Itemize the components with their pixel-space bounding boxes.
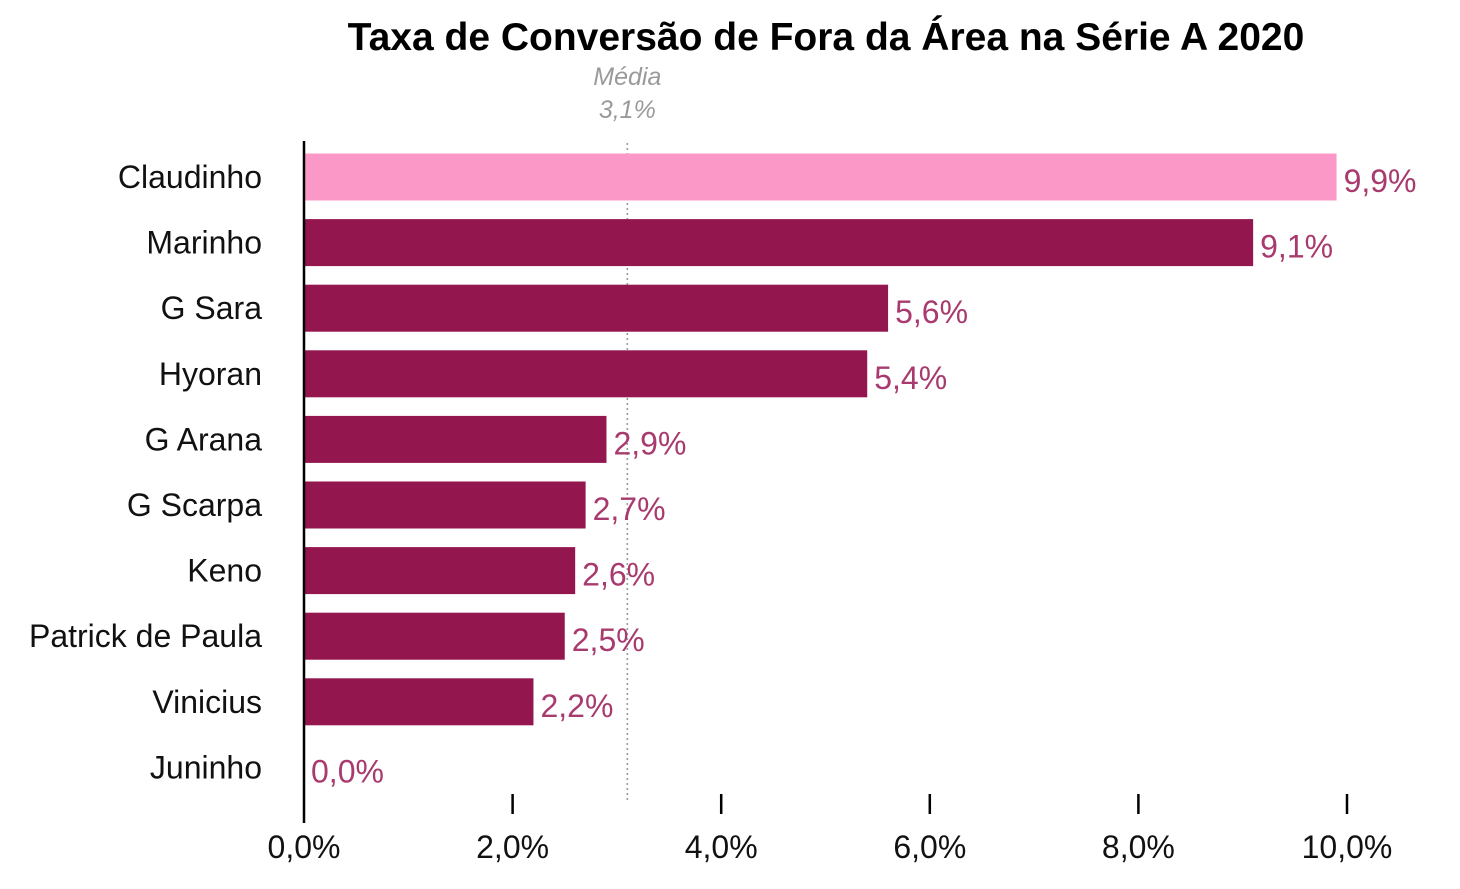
category-label-keno: Keno [187,553,262,589]
bar-keno [304,547,576,595]
bar-vinicius [304,678,534,726]
x-axis: 0,0% 2,0% 4,0% 6,0% 8,0% 10,0% [268,141,1393,865]
category-label-g-arana: G Arana [145,421,263,457]
category-label-g-sara: G Sara [161,290,263,326]
value-label-g-arana: 2,9% [613,425,686,461]
value-label-marinho: 9,1% [1260,229,1333,265]
bar-hyoran [304,350,868,398]
value-labels: 9,9% 9,1% 5,6% 5,4% 2,9% 2,7% 2,6% 2,5% 2,2% 0,0% [311,163,1417,789]
category-label-patrick-de-paula: Patrick de Paula [29,618,262,654]
chart-title: Taxa de Conversão de Fora da Área na Sér… [348,15,1305,59]
bars [304,153,1337,726]
x-tick-label-0: 0,0% [268,829,341,865]
bar-claudinho [304,153,1337,201]
x-tick-label-3: 6,0% [893,829,966,865]
x-tick-label-4: 8,0% [1102,829,1175,865]
bar-g-sara [304,284,889,332]
bar-g-scarpa [304,481,586,529]
value-label-g-sara: 5,6% [895,294,968,330]
category-label-g-scarpa: G Scarpa [127,487,262,523]
value-label-patrick-de-paula: 2,5% [572,622,645,658]
value-label-g-scarpa: 2,7% [593,491,666,527]
category-label-vinicius: Vinicius [152,684,262,720]
category-label-marinho: Marinho [146,225,262,261]
bar-g-arana [304,415,607,463]
average-label: Média [593,63,661,91]
value-label-claudinho: 9,9% [1344,163,1417,199]
x-tick-label-5: 10,0% [1302,829,1393,865]
category-labels: Claudinho Marinho G Sara Hyoran G Arana G Sca… [29,159,262,785]
category-label-hyoran: Hyoran [159,356,262,392]
value-label-hyoran: 5,4% [874,360,947,396]
value-label-vinicius: 2,2% [540,688,613,724]
average-value-label: 3,1% [599,96,656,124]
value-label-juninho: 0,0% [311,753,384,789]
category-label-claudinho: Claudinho [118,159,262,195]
average-reference: Média 3,1% [593,63,661,800]
value-label-keno: 2,6% [582,557,655,593]
category-label-juninho: Juninho [150,749,262,785]
x-tick-label-1: 2,0% [476,829,549,865]
bar-patrick-de-paula [304,612,565,660]
x-tick-label-2: 4,0% [685,829,758,865]
bar-marinho [304,219,1254,267]
